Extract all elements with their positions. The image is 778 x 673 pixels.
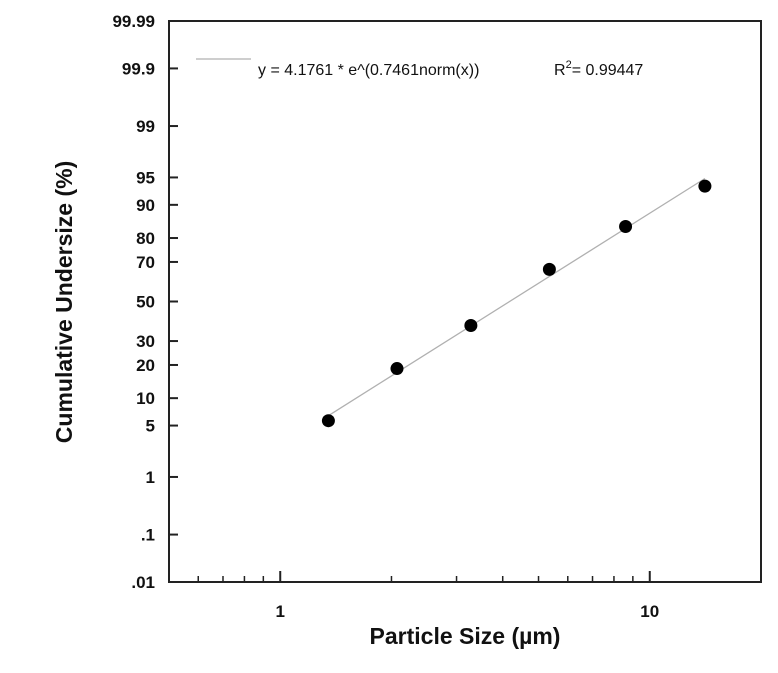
- y-tick-label: 90: [136, 196, 155, 215]
- y-tick-label: 95: [136, 168, 155, 187]
- y-tick-label: 20: [136, 356, 155, 375]
- y-tick-label: 99.99: [112, 12, 155, 31]
- y-tick-label: 30: [136, 332, 155, 351]
- legend-r2: R2= 0.99447: [554, 59, 643, 79]
- y-tick-label: 1: [146, 468, 155, 487]
- fit-line: [328, 177, 706, 417]
- y-tick-label: .01: [131, 573, 155, 592]
- y-tick-label: 50: [136, 293, 155, 312]
- x-tick-label: 10: [640, 602, 659, 621]
- data-point: [542, 262, 556, 276]
- legend: y = 4.1761 * e^(0.7461norm(x)) R2= 0.994…: [196, 58, 643, 79]
- plot-frame: [168, 20, 762, 583]
- y-tick-label: 5: [146, 417, 155, 436]
- y-tick-label: .1: [141, 526, 155, 545]
- data-point: [390, 362, 404, 376]
- y-tick-label: 99: [136, 117, 155, 136]
- data-point: [321, 414, 335, 428]
- y-axis-label: Cumulative Undersize (%): [51, 161, 77, 443]
- y-tick-label: 10: [136, 389, 155, 408]
- data-point: [619, 219, 633, 233]
- x-tick-label: 1: [276, 602, 285, 621]
- data-point: [464, 319, 478, 333]
- legend-equation: y = 4.1761 * e^(0.7461norm(x)): [258, 62, 479, 79]
- x-axis-label: Particle Size (µm): [370, 623, 561, 649]
- y-tick-label: 99.9: [122, 59, 155, 78]
- y-tick-label: 80: [136, 229, 155, 248]
- y-tick-label: 70: [136, 253, 155, 272]
- data-point: [698, 179, 712, 193]
